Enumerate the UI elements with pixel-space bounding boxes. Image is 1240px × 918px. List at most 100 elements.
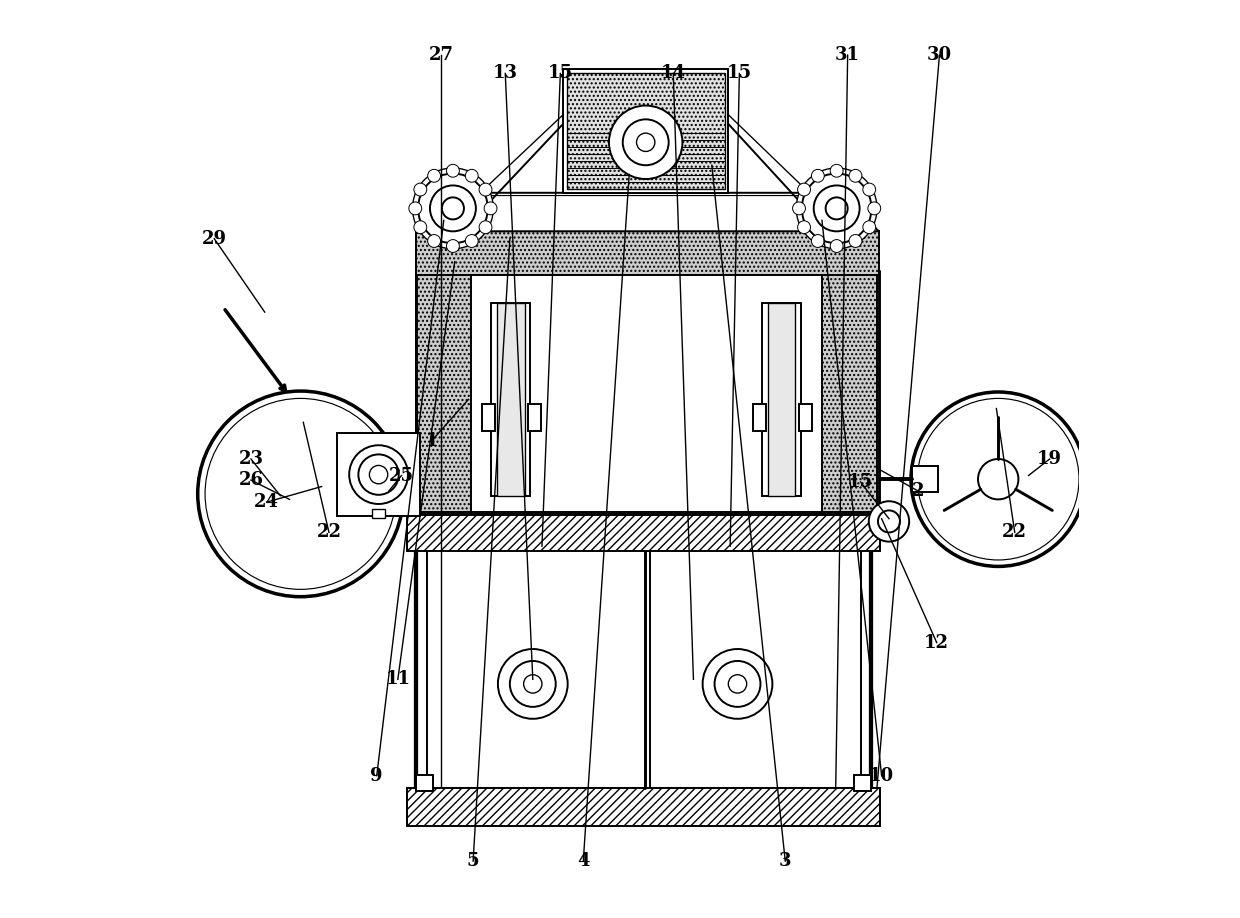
- Circle shape: [510, 661, 556, 707]
- Bar: [337, 433, 420, 516]
- Polygon shape: [417, 193, 879, 231]
- Text: 15: 15: [848, 473, 873, 491]
- Circle shape: [636, 133, 655, 151]
- Circle shape: [868, 202, 880, 215]
- Circle shape: [796, 168, 877, 249]
- Text: 27: 27: [429, 46, 454, 64]
- Text: 5: 5: [466, 852, 480, 870]
- Circle shape: [802, 174, 872, 243]
- Circle shape: [797, 220, 811, 233]
- Bar: [417, 544, 870, 788]
- Bar: [822, 271, 877, 514]
- Bar: [763, 303, 801, 496]
- Text: 14: 14: [661, 64, 686, 83]
- Bar: [482, 404, 495, 431]
- Text: 9: 9: [371, 767, 383, 785]
- Circle shape: [479, 220, 492, 234]
- Circle shape: [465, 235, 479, 248]
- Circle shape: [446, 240, 459, 252]
- Bar: [407, 512, 880, 551]
- Circle shape: [703, 649, 773, 719]
- Circle shape: [418, 174, 487, 243]
- Bar: [567, 73, 724, 189]
- Circle shape: [831, 240, 843, 252]
- Text: 23: 23: [238, 450, 263, 468]
- Circle shape: [441, 197, 464, 219]
- Bar: [563, 69, 728, 193]
- Circle shape: [428, 169, 440, 182]
- Bar: [497, 303, 525, 496]
- Text: 1: 1: [425, 431, 438, 450]
- Text: 12: 12: [924, 633, 949, 652]
- Text: 2: 2: [913, 482, 925, 500]
- Bar: [471, 271, 822, 514]
- Text: 30: 30: [928, 46, 952, 64]
- Circle shape: [826, 197, 848, 219]
- Circle shape: [205, 398, 396, 589]
- Circle shape: [878, 510, 900, 532]
- Circle shape: [813, 185, 859, 231]
- Text: 13: 13: [492, 64, 518, 83]
- Bar: [417, 231, 879, 275]
- Circle shape: [465, 169, 479, 182]
- Circle shape: [358, 454, 399, 495]
- Text: 15: 15: [727, 64, 751, 83]
- Circle shape: [609, 106, 682, 179]
- Circle shape: [350, 445, 408, 504]
- Bar: [768, 303, 795, 496]
- Circle shape: [430, 185, 476, 231]
- Bar: [417, 271, 471, 514]
- Bar: [911, 466, 937, 492]
- Circle shape: [413, 168, 494, 249]
- Circle shape: [484, 202, 497, 215]
- Text: 22: 22: [316, 523, 341, 542]
- Text: 26: 26: [238, 471, 263, 489]
- Circle shape: [797, 183, 811, 196]
- Circle shape: [446, 164, 459, 177]
- Circle shape: [863, 183, 875, 196]
- Bar: [799, 404, 812, 431]
- Text: 24: 24: [254, 493, 279, 511]
- Circle shape: [622, 119, 668, 165]
- Bar: [491, 303, 529, 496]
- Bar: [428, 544, 861, 788]
- Circle shape: [849, 235, 862, 248]
- Circle shape: [863, 220, 875, 234]
- Text: 31: 31: [836, 46, 861, 64]
- Bar: [854, 775, 870, 791]
- Bar: [753, 404, 766, 431]
- Text: 11: 11: [386, 670, 410, 688]
- Text: 4: 4: [577, 852, 589, 870]
- Text: 19: 19: [1037, 450, 1063, 468]
- Circle shape: [831, 164, 843, 177]
- Text: 3: 3: [779, 852, 791, 870]
- Circle shape: [728, 675, 746, 693]
- Circle shape: [911, 392, 1085, 566]
- Text: 22: 22: [1002, 523, 1027, 542]
- Circle shape: [849, 169, 862, 182]
- Circle shape: [479, 183, 492, 196]
- Bar: [528, 404, 541, 431]
- Circle shape: [918, 398, 1079, 560]
- Bar: [407, 788, 880, 826]
- Text: 29: 29: [202, 230, 227, 248]
- Circle shape: [811, 235, 825, 248]
- Circle shape: [409, 202, 422, 215]
- Circle shape: [869, 501, 909, 542]
- Circle shape: [498, 649, 568, 719]
- Circle shape: [523, 675, 542, 693]
- Text: 15: 15: [548, 64, 573, 83]
- Bar: [417, 775, 433, 791]
- Circle shape: [370, 465, 388, 484]
- Circle shape: [714, 661, 760, 707]
- Text: 10: 10: [869, 767, 894, 785]
- Circle shape: [428, 235, 440, 248]
- Circle shape: [414, 183, 427, 196]
- Circle shape: [414, 220, 427, 233]
- Circle shape: [811, 169, 825, 182]
- Text: 25: 25: [389, 466, 414, 485]
- Bar: [372, 509, 384, 518]
- Circle shape: [792, 202, 806, 215]
- Circle shape: [197, 391, 403, 597]
- Circle shape: [978, 459, 1018, 499]
